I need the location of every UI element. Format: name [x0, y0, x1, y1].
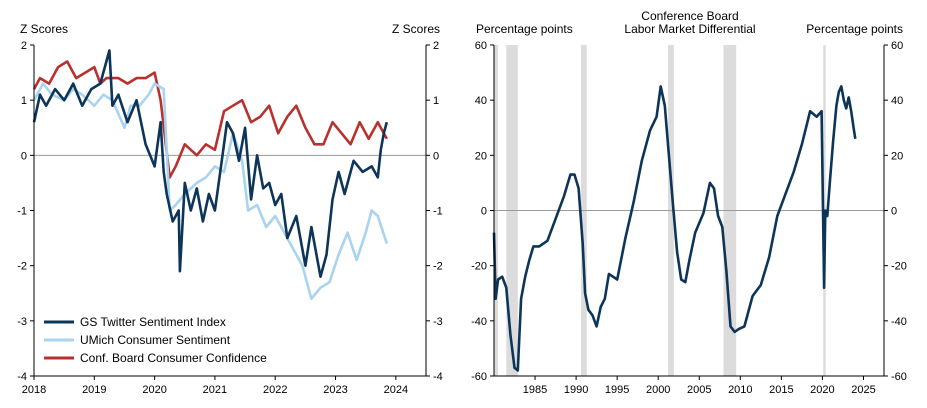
right-panel-ytick-label-right: 0: [891, 206, 897, 218]
right-panel-ytick-label-left: -40: [471, 316, 487, 328]
right-panel-ytick-label-left: 60: [475, 40, 487, 52]
right-panel-xtick-label: 2015: [769, 384, 793, 396]
right-panel-ytick-label-left: 20: [475, 150, 487, 162]
left-panel-ytick-label-left: 2: [21, 40, 27, 52]
right-panel-xtick-label: 2005: [687, 384, 711, 396]
right-panel-xtick-label: 2025: [851, 384, 875, 396]
left-panel-xtick-label: 2020: [142, 384, 166, 396]
left-panel-ytick-label-right: 2: [433, 40, 439, 52]
right-panel-ytick-label-right: -20: [891, 261, 907, 273]
left-panel-xtick-label: 2022: [263, 384, 287, 396]
left-panel-ylabel-right: Z Scores: [392, 22, 440, 36]
right-panel-ytick-label-right: 60: [891, 40, 903, 52]
left-panel-xtick-label: 2018: [22, 384, 46, 396]
left-panel-xtick-label: 2024: [384, 384, 408, 396]
legend-label: Conf. Board Consumer Confidence: [80, 351, 267, 365]
right-panel-xtick-label: 2010: [728, 384, 752, 396]
left-chart: Z Scores Z Scores -4 -4 -3 -3 -2 -2 -1 -1 0 0 1 1 2 2…: [17, 22, 443, 396]
right-panel-ytick-label-left: 0: [481, 206, 487, 218]
right-panel-xtick-label: 2000: [646, 384, 670, 396]
right-panel-ytick-label-right: 40: [891, 95, 903, 107]
right-panel-ytick-label-right: -40: [891, 316, 907, 328]
left-panel-ytick-label-left: -2: [17, 261, 27, 273]
right-panel-title-line-1: Conference Board: [641, 9, 738, 23]
legend-label: UMich Consumer Sentiment: [80, 333, 231, 347]
series-line-labor-market-differential: [492, 85, 857, 372]
right-panel-ytick-label-left: 40: [475, 95, 487, 107]
left-panel-ytick-label-left: 1: [21, 95, 27, 107]
left-panel-ylabel-left: Z Scores: [20, 22, 68, 36]
left-panel-ytick-label-left: -3: [17, 316, 27, 328]
right-panel-ylabel-left: Percentage points: [476, 22, 573, 36]
right-panel-title-line-2: Labor Market Differential: [624, 22, 755, 36]
series-line-conf-board-consumer-confidence: [32, 60, 388, 179]
left-panel-xtick-label: 2023: [323, 384, 347, 396]
series-line-gs-twitter-sentiment-index: [32, 49, 389, 279]
left-panel-xtick-label: 2019: [82, 384, 106, 396]
left-panel-ytick-label-right: -1: [433, 206, 443, 218]
right-panel-ytick-label-right: 20: [891, 150, 903, 162]
right-panel-xtick-label: 1995: [605, 384, 629, 396]
right-chart: Percentage points Percentage points Conf…: [471, 9, 907, 396]
left-panel-ytick-label-right: -3: [433, 316, 443, 328]
legend: GS Twitter Sentiment Index UMich Consumer…: [44, 315, 267, 365]
left-panel-ytick-label-right: -2: [433, 261, 443, 273]
left-panel-xtick-label: 2021: [203, 384, 227, 396]
left-panel-ytick-label-right: 1: [433, 95, 439, 107]
left-panel-ytick-label-left: 0: [21, 150, 27, 162]
left-panel-ytick-label-left: -4: [17, 371, 27, 383]
right-panel-ytick-label-right: -60: [891, 371, 907, 383]
right-panel-xtick-label: 2020: [810, 384, 834, 396]
right-panel-xtick-label: 1985: [523, 384, 547, 396]
left-panel-ytick-label-left: -1: [17, 206, 27, 218]
right-panel-ytick-label-left: -20: [471, 261, 487, 273]
series-line-umich-consumer-sentiment: [32, 82, 389, 301]
right-panel-ylabel-right: Percentage points: [806, 22, 903, 36]
right-panel-ytick-label-left: -60: [471, 371, 487, 383]
left-panel-ytick-label-right: -4: [433, 371, 443, 383]
right-panel-xtick-label: 1990: [564, 384, 588, 396]
left-panel-ytick-label-right: 0: [433, 150, 439, 162]
legend-label: GS Twitter Sentiment Index: [80, 315, 226, 329]
